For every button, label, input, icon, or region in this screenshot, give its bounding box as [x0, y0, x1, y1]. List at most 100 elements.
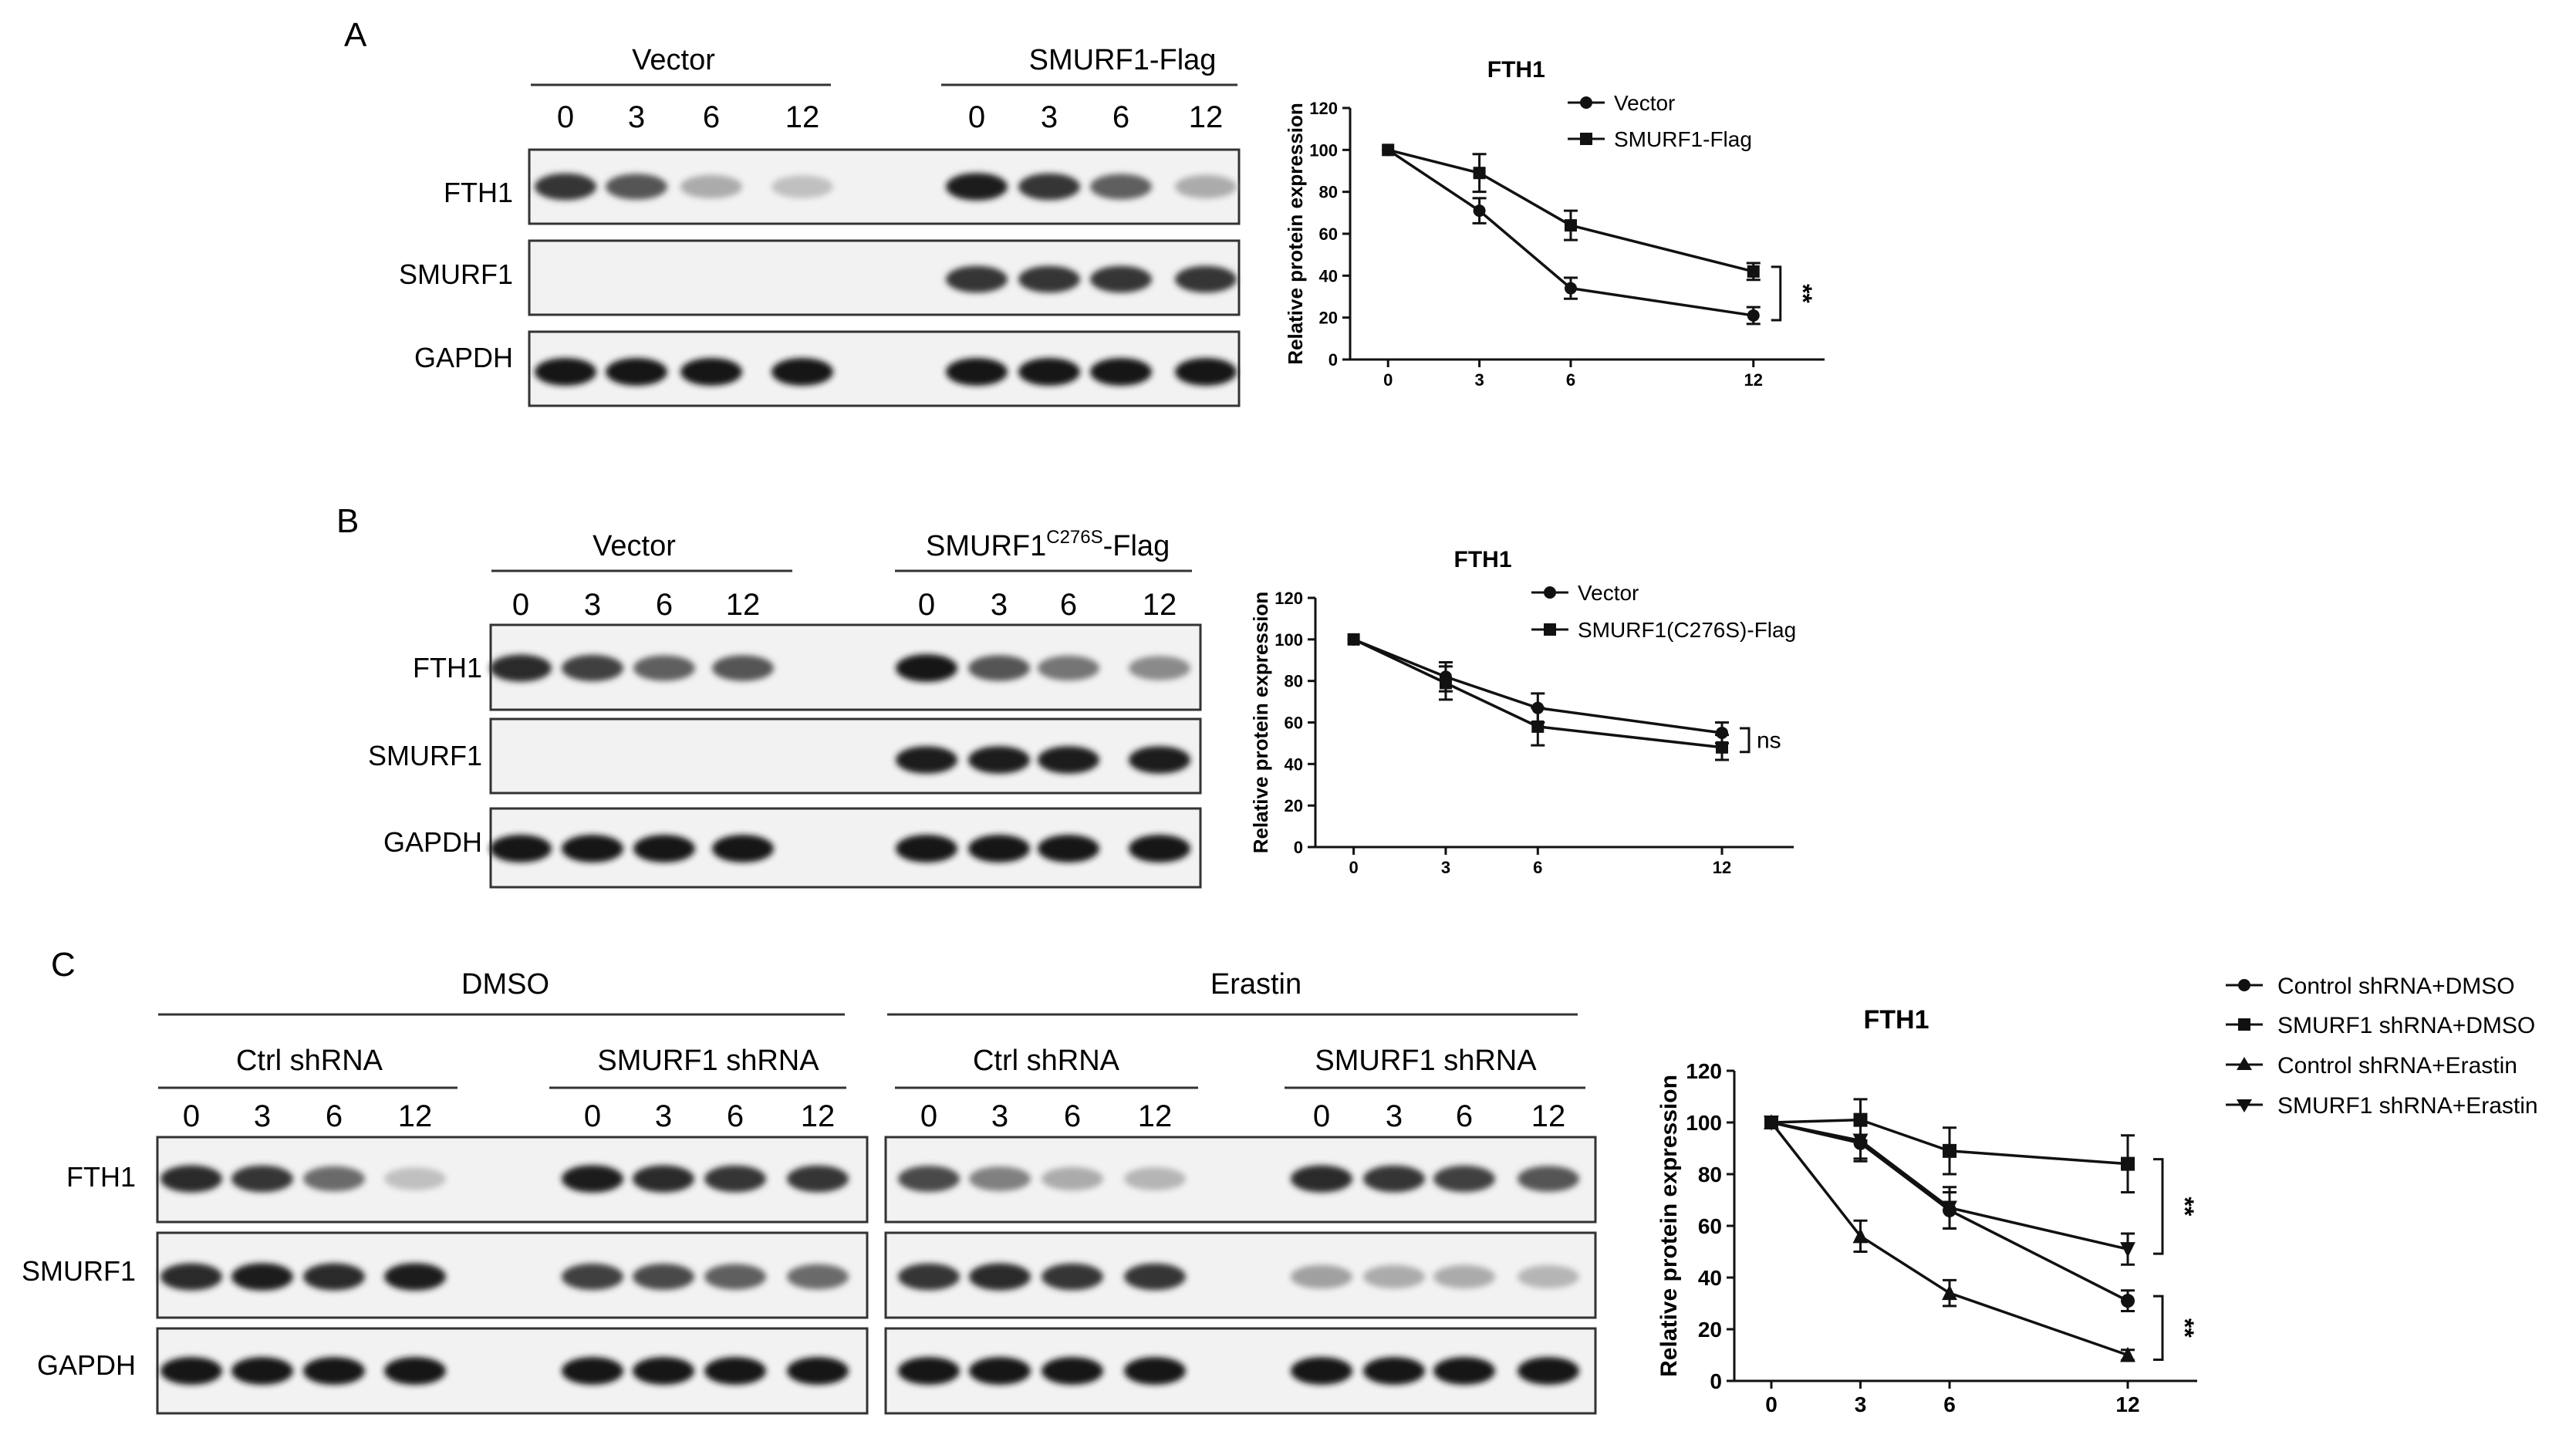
y-tick-label: 120 — [1274, 589, 1303, 608]
data-point — [1716, 741, 1728, 754]
blot-band — [1291, 1264, 1352, 1289]
blot-band — [704, 1264, 766, 1290]
group-label-base: SMURF1 — [926, 530, 1046, 562]
y-tick-label: 20 — [1285, 796, 1303, 815]
western-blot: Vector SMURF1-Flag 0 3 6 12 0 3 6 12 FTH… — [399, 44, 1241, 407]
chart-title: FTH1 — [1487, 57, 1545, 83]
treatment-label: Erastin — [1210, 968, 1302, 1001]
blot-band — [969, 1166, 1031, 1191]
legend-marker — [1580, 96, 1592, 109]
treatment-label: DMSO — [461, 968, 549, 1001]
blot-band — [160, 1263, 222, 1291]
blot-band — [787, 1165, 849, 1193]
data-point — [1764, 1116, 1779, 1131]
blot-band — [535, 358, 596, 386]
x-tick-label: 3 — [1474, 370, 1484, 390]
blot-band — [969, 1357, 1031, 1385]
blot-band — [1129, 746, 1190, 774]
blot-band — [946, 265, 1008, 293]
panel-a: A Vector SMURF1-Flag 0 3 6 12 0 3 6 12 F… — [344, 16, 1825, 407]
lane-label: 0 — [1313, 1099, 1330, 1133]
blot-band — [1042, 1263, 1103, 1291]
lane-label: 6 — [656, 588, 673, 622]
chart-title: FTH1 — [1454, 547, 1512, 572]
legend: Control shRNA+DMSO SMURF1 shRNA+DMSO Con… — [2226, 974, 2538, 1119]
blot-band — [1291, 1357, 1352, 1385]
significance-label: ** — [2171, 1318, 2199, 1338]
blot-band — [231, 1357, 293, 1385]
blot-band — [1129, 656, 1190, 680]
blot-bands — [490, 654, 1190, 862]
group-label: Vector — [593, 530, 676, 562]
line-chart: 0 20 40 60 80 100 120 0 3 6 12 Relative protein exp… — [1656, 1005, 2199, 1416]
blot-band — [896, 654, 957, 682]
blot-band — [535, 173, 596, 201]
legend-marker — [2238, 979, 2250, 991]
lane-label: 3 — [655, 1099, 672, 1133]
group-label-suffix: -Flag — [1103, 530, 1170, 562]
lane-label: 12 — [1143, 588, 1177, 622]
blot-band — [898, 1166, 960, 1192]
lane-label: 6 — [1112, 100, 1129, 134]
western-blot: Vector SMURF1C276S-Flag 0 3 6 12 0 3 6 1… — [368, 527, 1202, 889]
y-tick-label: 0 — [1294, 838, 1303, 857]
blot-band — [680, 358, 742, 386]
blot-band — [1124, 1167, 1186, 1190]
lane-label: 3 — [991, 588, 1008, 622]
blot-band — [606, 174, 667, 200]
blot-band — [231, 1263, 293, 1291]
row-label: FTH1 — [444, 177, 513, 208]
lane-label: 3 — [254, 1099, 271, 1133]
x-tick-label: 0 — [1765, 1392, 1778, 1416]
data-point — [1852, 1227, 1869, 1244]
significance-label: ** — [2171, 1197, 2199, 1216]
blot-band — [1042, 1357, 1103, 1385]
lane-label: 6 — [326, 1099, 343, 1133]
blot-band — [1433, 1165, 1495, 1193]
legend-marker — [2237, 1057, 2252, 1070]
legend-marker — [1580, 133, 1592, 145]
blot-band — [712, 835, 774, 862]
lane-label: 0 — [557, 100, 574, 134]
blot-band — [633, 835, 695, 862]
blot-band — [633, 1264, 694, 1290]
x-tick-label: 6 — [1566, 370, 1575, 390]
blot-band — [968, 746, 1030, 774]
blot-band — [1433, 1264, 1495, 1289]
y-tick-label: 100 — [1274, 630, 1303, 650]
blot-band — [1363, 1264, 1425, 1289]
blot-band — [1038, 746, 1099, 774]
group-label: SMURF1C276S-Flag — [926, 527, 1170, 562]
legend-item: Vector — [1531, 581, 1639, 605]
lane-label: 0 — [183, 1099, 200, 1133]
lane-label: 0 — [512, 588, 529, 622]
blot-band — [303, 1166, 365, 1192]
blot-band — [384, 1357, 446, 1385]
lane-label: 3 — [1386, 1099, 1403, 1133]
blot-band — [303, 1357, 365, 1385]
group-label: SMURF1 shRNA — [597, 1045, 819, 1077]
blot-band — [384, 1263, 446, 1291]
blot-band — [896, 746, 957, 774]
y-axis-label: Relative protein expression — [1656, 1075, 1682, 1377]
blot-band — [606, 358, 667, 386]
blot-band — [680, 174, 742, 199]
y-tick-label: 40 — [1285, 754, 1303, 774]
legend-item: SMURF1(C276S)-Flag — [1531, 618, 1796, 642]
significance-bracket — [1771, 265, 1782, 322]
legend-label: Control shRNA+Erastin — [2277, 1053, 2517, 1078]
legend-marker — [2237, 1099, 2252, 1112]
y-tick-label: 20 — [1698, 1318, 1722, 1342]
blot-band — [1433, 1357, 1495, 1385]
blot-band — [1038, 835, 1099, 862]
lane-label: 3 — [584, 588, 601, 622]
data-point — [1942, 1284, 1957, 1301]
data-point — [1564, 282, 1577, 295]
y-tick-label: 100 — [1686, 1111, 1722, 1135]
significance-bracket — [2153, 1158, 2164, 1255]
legend-item: SMURF1 shRNA+DMSO — [2226, 1013, 2535, 1038]
panel-letter: C — [51, 946, 76, 984]
legend-marker — [2238, 1018, 2250, 1031]
lane-label: 6 — [727, 1099, 744, 1133]
row-label: FTH1 — [413, 652, 482, 684]
